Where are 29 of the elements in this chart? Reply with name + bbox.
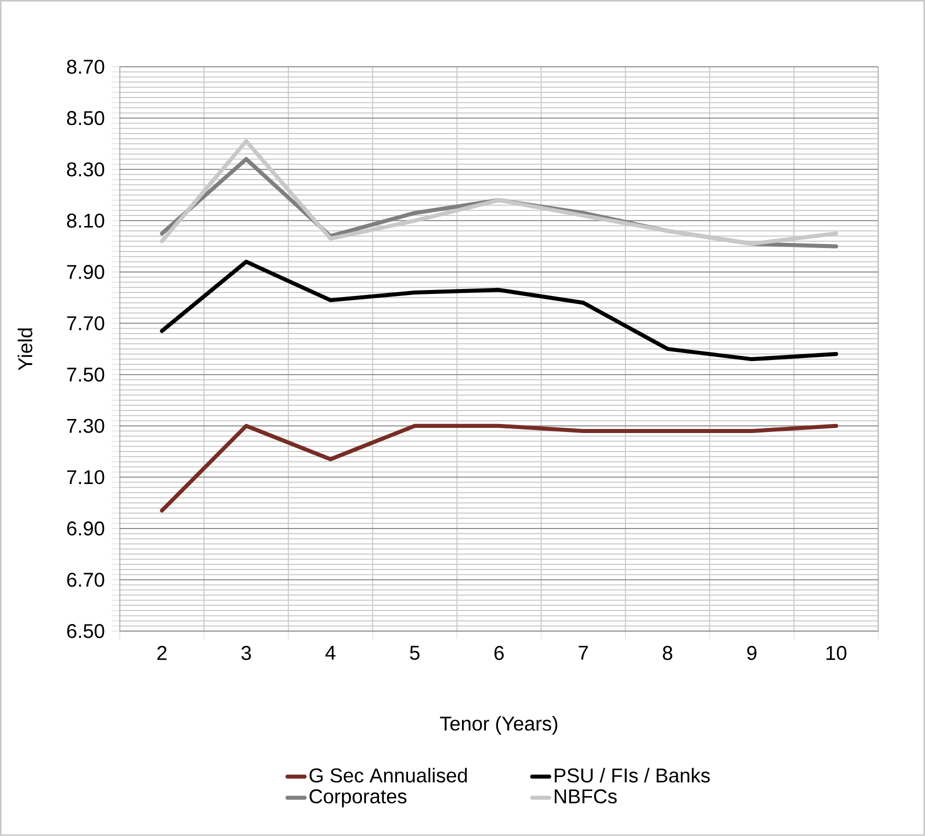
x-tick-label: 2 <box>157 646 166 660</box>
y-tick-label: 8.10 <box>67 214 104 228</box>
legend-label: PSU / FIs / Banks <box>554 768 710 783</box>
y-tick-label: 6.70 <box>67 572 104 587</box>
x-tick-label: 4 <box>325 646 336 660</box>
y-tick-label: 8.70 <box>67 60 104 74</box>
legend-label: Corporates <box>310 789 406 808</box>
y-tick-label: 6.90 <box>67 521 104 536</box>
y-tick-label: 7.70 <box>67 316 104 330</box>
x-axis-title: Tenor (Years) <box>440 716 558 735</box>
x-tick-label: 9 <box>747 646 756 660</box>
y-tick-label: 7.90 <box>67 264 104 280</box>
line-series <box>160 139 838 246</box>
x-tick-label: 8 <box>662 646 672 660</box>
y-tick-label: 6.50 <box>67 624 104 638</box>
x-tick-label: 3 <box>241 646 251 660</box>
y-tick-label: 8.30 <box>67 162 104 176</box>
y-tick-label: 8.50 <box>67 111 104 126</box>
legend-label: G Sec Annualised <box>310 768 467 783</box>
x-tick-label: 10 <box>826 646 846 660</box>
y-tick-label: 7.50 <box>67 368 104 382</box>
x-tick-label: 7 <box>578 646 588 660</box>
x-tick-label: 6 <box>494 646 504 660</box>
line-series <box>160 260 838 362</box>
y-axis-title: Yield <box>18 328 32 370</box>
y-tick-label: 7.30 <box>67 418 104 433</box>
x-tick-label: 5 <box>410 646 420 660</box>
y-tick-label: 7.10 <box>67 470 104 484</box>
legend-label: NBFCs <box>554 789 617 804</box>
